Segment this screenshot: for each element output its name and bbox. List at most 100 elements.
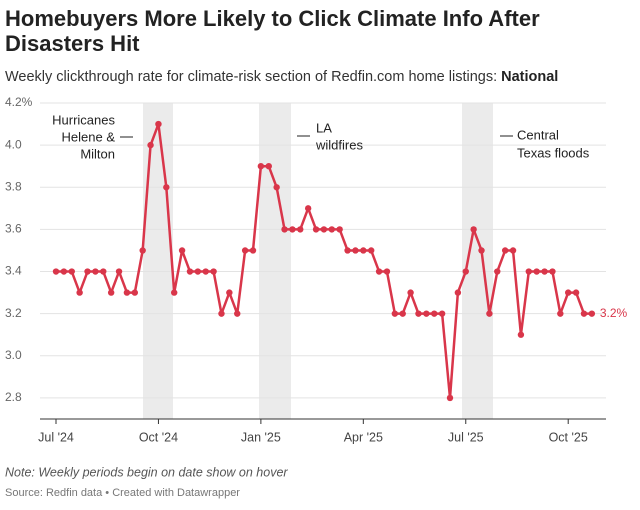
- annotation: Central: [517, 127, 559, 142]
- point: [446, 394, 454, 402]
- point: [210, 268, 217, 275]
- annotation: Texas floods: [517, 145, 590, 160]
- point: [580, 310, 588, 317]
- point: [52, 268, 60, 275]
- point: [289, 226, 296, 233]
- point: [501, 247, 509, 254]
- point: [84, 268, 91, 275]
- point: [525, 268, 532, 275]
- point: [178, 247, 186, 254]
- point: [462, 268, 469, 275]
- annotation: Helene &: [62, 129, 116, 144]
- point: [368, 247, 375, 254]
- point: [273, 184, 280, 191]
- point: [423, 310, 430, 317]
- point: [218, 310, 225, 317]
- subtitle: Weekly clickthrough rate for climate-ris…: [5, 69, 558, 85]
- point: [312, 226, 320, 233]
- point: [360, 247, 367, 254]
- point: [557, 310, 564, 317]
- point: [226, 289, 233, 296]
- x-tick-label: Jan '25: [241, 430, 281, 444]
- annotation: Milton: [80, 146, 115, 161]
- x-tick-label: Oct '24: [139, 430, 178, 444]
- note: Note: Weekly periods begin on date show …: [5, 465, 288, 479]
- y-tick-label: 3.8: [5, 179, 22, 193]
- point: [588, 310, 596, 317]
- point: [155, 120, 162, 128]
- point: [249, 247, 257, 254]
- point: [60, 268, 68, 275]
- point: [76, 289, 83, 296]
- point: [304, 205, 312, 212]
- point: [328, 226, 335, 233]
- point: [407, 289, 414, 296]
- point: [352, 247, 359, 254]
- x-tick-label: Jul '25: [448, 430, 484, 444]
- point: [171, 289, 178, 296]
- series-line: [56, 122, 592, 400]
- point: [194, 268, 202, 275]
- x-tick-label: Oct '25: [549, 430, 588, 444]
- point: [572, 289, 580, 296]
- point: [241, 247, 249, 254]
- point: [68, 268, 75, 275]
- shading: [143, 103, 493, 419]
- point: [565, 289, 572, 296]
- value-label: 3.2%: [600, 306, 628, 320]
- x-tick-label: Jul '24: [38, 430, 74, 444]
- annotation: Hurricanes: [52, 112, 115, 127]
- point: [478, 247, 485, 254]
- point: [163, 184, 170, 191]
- point: [399, 310, 406, 317]
- point: [383, 268, 391, 275]
- point: [391, 310, 399, 317]
- annotation: LA: [316, 120, 332, 135]
- point: [375, 268, 383, 275]
- point: [139, 247, 146, 254]
- chart-title: Homebuyers More Likely to Click Climate …: [5, 6, 540, 31]
- point: [131, 289, 138, 296]
- point: [336, 226, 343, 233]
- point: [533, 268, 540, 275]
- y-tick-label: 2.8: [5, 390, 22, 404]
- point: [265, 163, 272, 170]
- point: [147, 141, 154, 149]
- point: [541, 268, 548, 275]
- point: [438, 310, 446, 317]
- subtitle-bold: National: [501, 69, 558, 85]
- point: [509, 247, 517, 254]
- y-tick-label: 4.0: [5, 137, 22, 151]
- point: [344, 247, 351, 254]
- point: [100, 268, 107, 275]
- point: [107, 289, 115, 296]
- point: [281, 226, 288, 233]
- point: [297, 226, 304, 233]
- point: [470, 226, 477, 233]
- x-tick-label: Apr '25: [344, 430, 383, 444]
- y-tick-label: 3.2: [5, 306, 22, 320]
- event-band: [259, 103, 291, 419]
- chart-title: Disasters Hit: [5, 31, 140, 56]
- point: [115, 268, 123, 275]
- y-tick-label: 3.0: [5, 348, 22, 362]
- point: [549, 268, 556, 275]
- point: [257, 163, 265, 170]
- y-tick-label: 3.4: [5, 264, 22, 278]
- point: [202, 268, 209, 275]
- point: [92, 268, 99, 275]
- event-band: [143, 103, 173, 419]
- point: [517, 331, 525, 338]
- point: [415, 310, 422, 317]
- annotation: wildfires: [315, 137, 363, 152]
- point: [454, 289, 462, 296]
- subtitle-text: Weekly clickthrough rate for climate-ris…: [5, 69, 497, 85]
- source: Source: Redfin data • Created with Dataw…: [5, 487, 240, 499]
- point: [234, 310, 241, 317]
- y-tick-label: 3.6: [5, 222, 22, 236]
- point: [431, 310, 438, 317]
- point: [486, 310, 493, 317]
- point: [186, 268, 194, 275]
- point: [123, 289, 131, 296]
